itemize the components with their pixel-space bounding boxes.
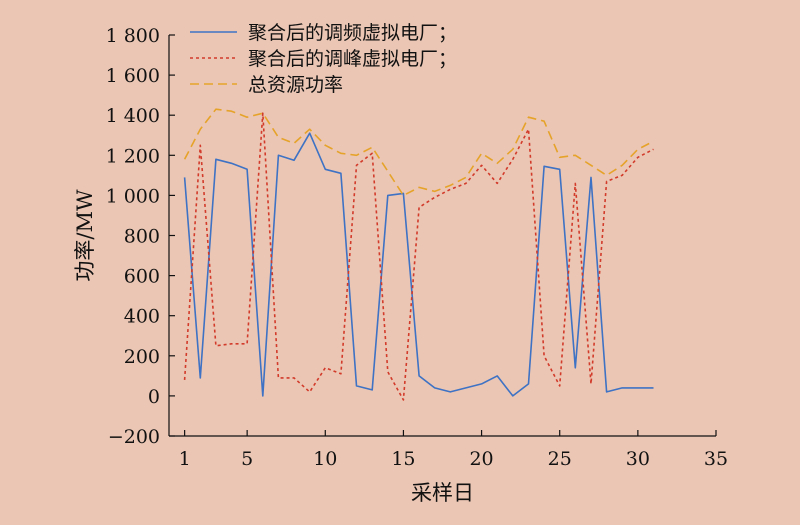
y-tick-label: 1 800 xyxy=(106,25,160,47)
x-axis-ticks: 1 5 10 15 20 25 30 35 xyxy=(179,430,728,470)
x-tick-label: 20 xyxy=(469,448,493,470)
y-tick-label: 1 000 xyxy=(106,185,160,207)
y-axis-title: 功率/MW xyxy=(73,189,97,282)
series-line-0 xyxy=(183,132,654,397)
legend-label-peak-vpp: 聚合后的调峰虚拟电厂； xyxy=(248,48,457,70)
x-tick-label: 10 xyxy=(313,448,337,470)
x-axis-title: 采样日 xyxy=(411,481,474,505)
legend: 聚合后的调频虚拟电厂； 聚合后的调峰虚拟电厂； 总资源功率 xyxy=(190,22,457,96)
y-tick-label: 0 xyxy=(148,386,160,408)
y-tick-label: 800 xyxy=(124,226,160,248)
y-tick-label: 1 400 xyxy=(106,105,160,127)
x-tick-label: 1 xyxy=(179,448,191,470)
x-tick-label: 30 xyxy=(626,448,650,470)
y-tick-label: 1 600 xyxy=(106,65,160,87)
legend-label-total-power: 总资源功率 xyxy=(248,74,343,96)
series-lines xyxy=(183,108,654,401)
x-tick-label: 35 xyxy=(704,448,728,470)
series-line-2 xyxy=(183,108,654,197)
y-tick-label: −200 xyxy=(108,426,160,448)
y-tick-label: 400 xyxy=(124,306,160,328)
y-axis-ticks: −200 0 200 400 600 800 1 000 1 200 1 400 1 600 1 8… xyxy=(106,25,175,448)
y-tick-label: 200 xyxy=(124,346,160,368)
series-line-1 xyxy=(183,112,654,401)
x-tick-label: 25 xyxy=(548,448,572,470)
y-tick-label: 600 xyxy=(124,266,160,288)
x-tick-label: 15 xyxy=(391,448,415,470)
legend-label-frequency-vpp: 聚合后的调频虚拟电厂； xyxy=(248,22,457,44)
x-tick-label: 5 xyxy=(241,448,253,470)
y-tick-label: 1 200 xyxy=(106,145,160,167)
